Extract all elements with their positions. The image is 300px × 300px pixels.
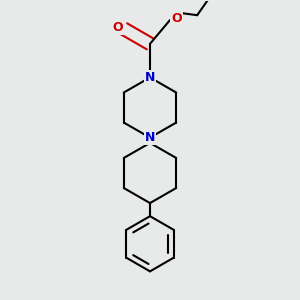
Text: N: N [145,71,155,84]
Text: O: O [171,12,182,25]
Text: N: N [145,131,155,144]
Text: O: O [112,20,123,34]
